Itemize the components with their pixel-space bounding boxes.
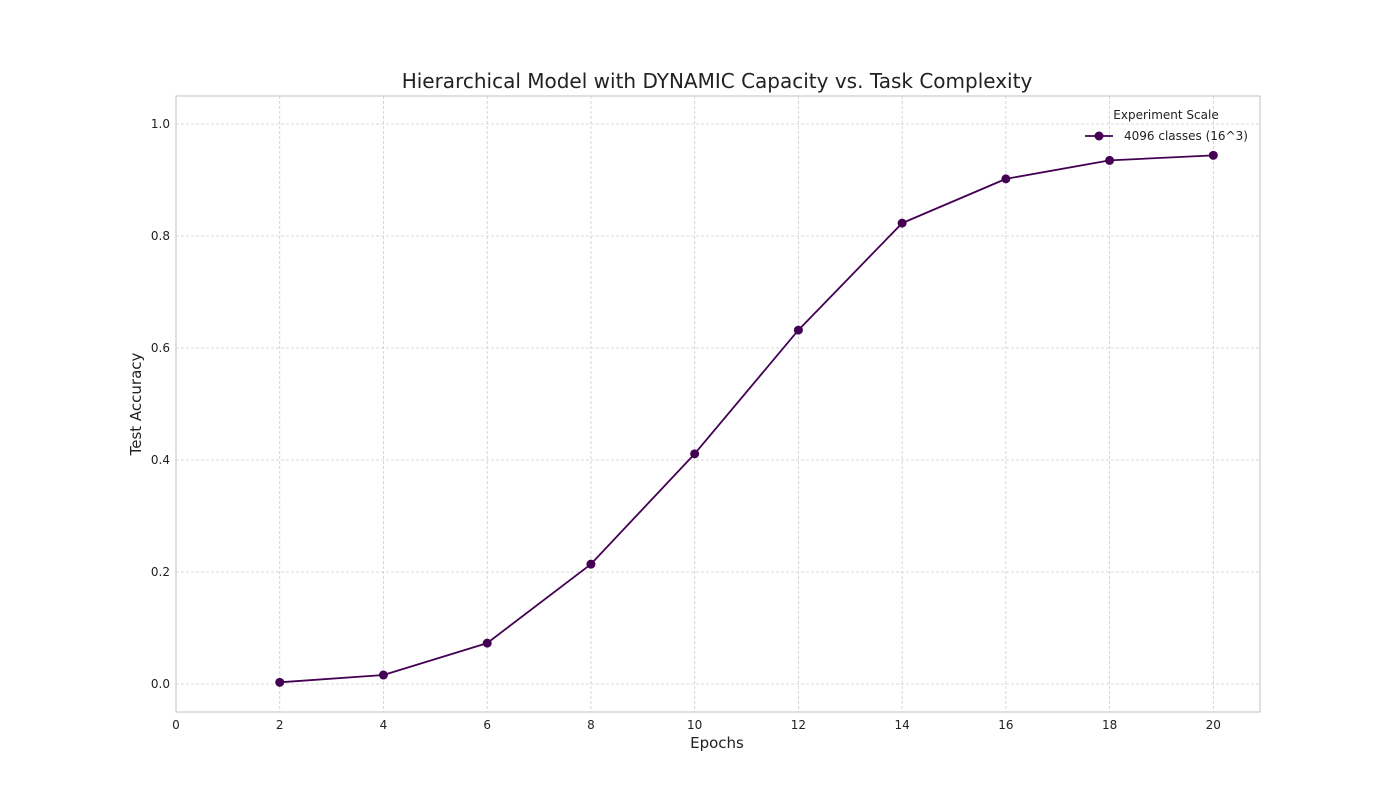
y-tick-label: 1.0 <box>151 117 170 131</box>
data-point <box>897 218 907 228</box>
legend: Experiment Scale 4096 classes (16^3) <box>1085 108 1248 143</box>
data-point <box>586 559 596 569</box>
x-axis-label: Epochs <box>690 734 744 752</box>
y-tick-label: 0.8 <box>151 229 170 243</box>
x-tick-label: 18 <box>1102 718 1117 732</box>
x-tick-label: 8 <box>587 718 595 732</box>
y-tick-label: 0.2 <box>151 565 170 579</box>
legend-title: Experiment Scale <box>1113 108 1218 122</box>
data-point <box>1001 174 1011 184</box>
x-tick-label: 20 <box>1206 718 1221 732</box>
series-layer <box>275 150 1218 687</box>
legend-label: 4096 classes (16^3) <box>1124 129 1248 143</box>
series-line <box>279 154 1214 684</box>
data-point <box>793 325 803 335</box>
data-point <box>378 670 388 680</box>
chart-title: Hierarchical Model with DYNAMIC Capacity… <box>402 69 1033 93</box>
y-tick-label: 0.0 <box>151 677 170 691</box>
legend-marker-swatch <box>1094 131 1104 141</box>
x-tick-label: 2 <box>276 718 284 732</box>
y-tick-label: 0.6 <box>151 341 170 355</box>
x-tick-label: 4 <box>380 718 388 732</box>
tick-layer: 0 2 4 6 8 10 12 14 16 18 20 0.0 0.2 0.4 0.6 0.8 1.0 <box>151 117 1221 732</box>
data-point <box>482 638 492 648</box>
x-tick-label: 14 <box>894 718 909 732</box>
x-tick-label: 0 <box>172 718 180 732</box>
data-point <box>1208 150 1218 160</box>
data-point <box>1105 155 1115 165</box>
y-tick-label: 0.4 <box>151 453 170 467</box>
data-point <box>275 677 285 687</box>
x-tick-label: 16 <box>998 718 1013 732</box>
x-tick-label: 6 <box>483 718 491 732</box>
data-point <box>690 449 700 459</box>
y-axis-label: Test Accuracy <box>127 352 145 456</box>
plot-frame <box>175 95 1261 713</box>
x-tick-label: 12 <box>791 718 806 732</box>
x-tick-label: 10 <box>687 718 702 732</box>
grid-layer <box>176 96 1260 712</box>
